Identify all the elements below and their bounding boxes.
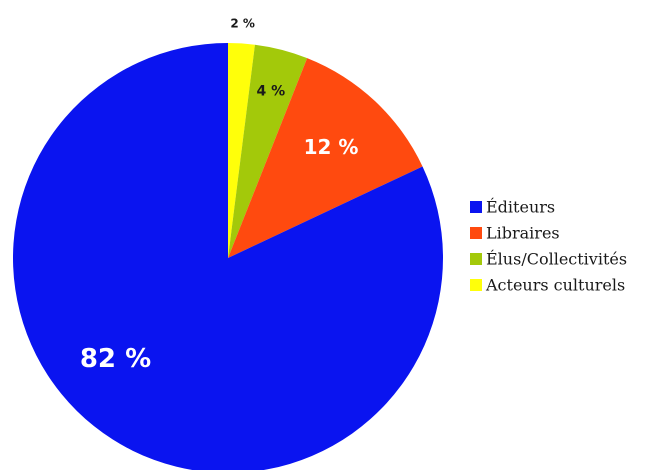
slice-libraires — [228, 58, 423, 258]
slice-label-editeurs: 82 % — [80, 344, 151, 374]
legend-label-acteurs-culturels: Acteurs culturels — [485, 276, 625, 295]
slice-labels: 2 % 4 % 12 % 82 % — [80, 17, 359, 375]
legend: Éditeurs Libraires Élus/Collectivités Acteu… — [470, 197, 627, 295]
legend-swatch-libraires — [470, 227, 482, 239]
legend-label-libraires: Libraires — [486, 224, 560, 243]
slice-editeurs — [13, 43, 443, 470]
pie-slices — [13, 43, 443, 470]
legend-label-editeurs: Éditeurs — [486, 197, 555, 217]
legend-label-elus-collectivites: Élus/Collectivités — [486, 249, 627, 269]
legend-swatch-elus-collectivites — [470, 253, 482, 265]
legend-swatch-acteurs-culturels — [470, 279, 482, 291]
slice-label-acteurs-culturels: 2 % — [230, 17, 255, 31]
slice-acteurs-culturels — [228, 43, 255, 258]
legend-swatch-editeurs — [470, 201, 482, 213]
slice-label-elus-collectivites: 4 % — [256, 83, 285, 99]
slice-label-libraires: 12 % — [304, 135, 359, 159]
slice-elus-collectivites — [228, 44, 308, 259]
